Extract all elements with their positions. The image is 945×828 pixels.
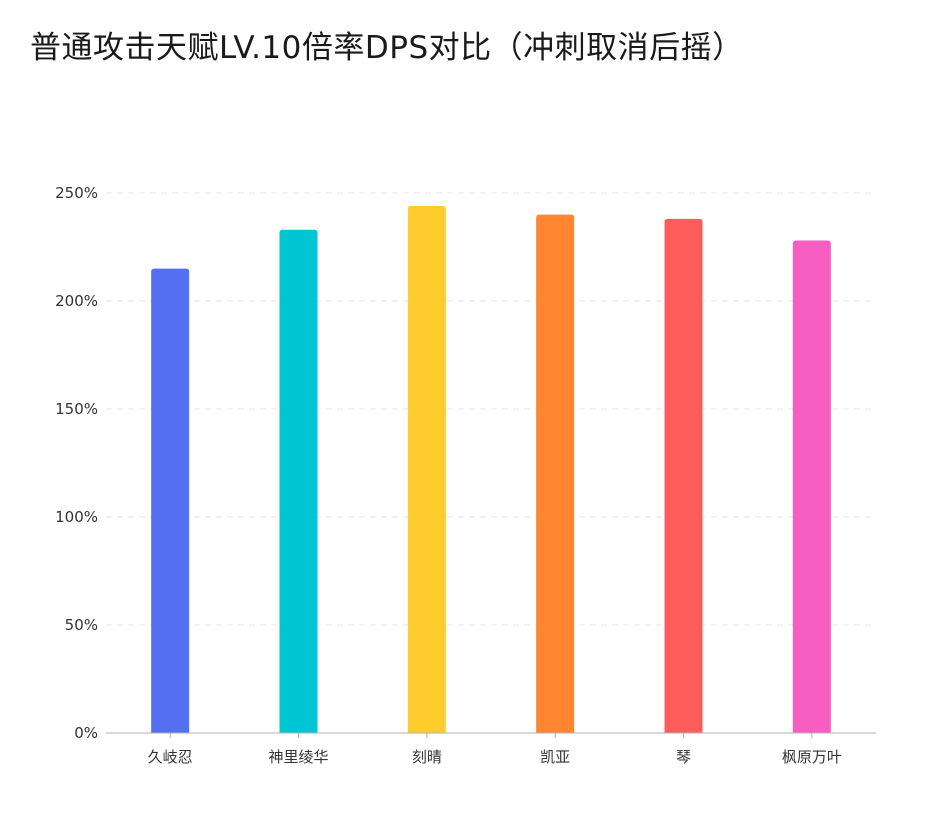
bar-3 [407, 205, 446, 733]
grid-lines [106, 192, 876, 626]
x-tick-label: 久岐忍 [148, 748, 193, 766]
y-tick-label: 200% [55, 292, 98, 310]
x-tick-label: 神里绫华 [268, 748, 328, 766]
bar-2 [279, 229, 318, 733]
y-tick-label: 250% [55, 184, 98, 202]
axis-labels: 0% 50% 100% 150% 200% 250% 久岐忍 神里绫华 刻晴 凯亚 琴 枫原万叶 [55, 184, 842, 766]
x-tick-label: 凯亚 [540, 748, 570, 766]
bar-5 [664, 218, 703, 734]
bars [151, 205, 831, 734]
x-tick-label: 刻晴 [412, 748, 442, 766]
y-tick-label: 100% [55, 508, 98, 526]
y-tick-label: 0% [74, 724, 98, 742]
chart-title: 普通攻击天赋LV.10倍率DPS对比（冲刺取消后摇） [30, 30, 744, 66]
y-tick-label: 150% [55, 400, 98, 418]
x-tick-label: 琴 [676, 748, 691, 766]
axes [106, 732, 876, 738]
x-tick-label: 枫原万叶 [782, 748, 842, 766]
bar-6 [792, 240, 831, 733]
bar-1 [151, 268, 190, 733]
y-tick-label: 50% [65, 616, 98, 634]
bar-4 [536, 214, 575, 734]
